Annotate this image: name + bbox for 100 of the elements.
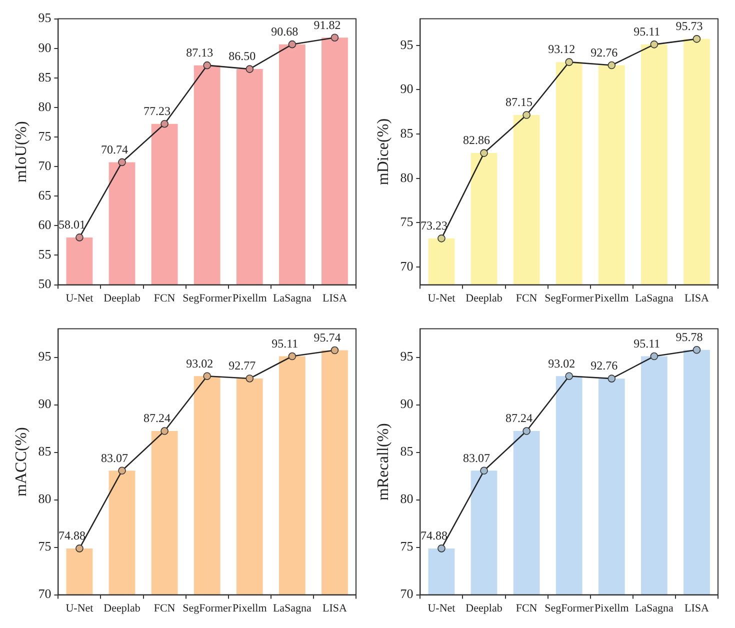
y-tick-label: 95 <box>400 348 414 364</box>
x-tick-label: LISA <box>684 292 709 304</box>
x-tick-label: LaSagna <box>272 292 312 304</box>
x-tick-label: Deeplab <box>466 292 503 304</box>
point <box>608 374 616 382</box>
x-tick-label: Pixellm <box>594 602 630 614</box>
y-tick-label: 70 <box>38 586 52 602</box>
point <box>650 40 658 48</box>
y-tick-label: 80 <box>38 491 52 506</box>
x-tick-label: LISA <box>322 602 347 614</box>
y-tick-label: 95 <box>38 348 52 364</box>
y-tick-label: 55 <box>38 246 52 262</box>
x-tick-label: U-Net <box>66 292 94 304</box>
y-tick-label: 90 <box>400 396 414 412</box>
y-tick-label: 80 <box>400 170 414 185</box>
point <box>608 61 616 70</box>
point <box>288 352 296 360</box>
point <box>480 466 488 475</box>
data-label: 86.50 <box>228 49 256 64</box>
data-label: 95.74 <box>314 330 341 344</box>
point <box>76 234 84 242</box>
point <box>438 234 446 242</box>
point <box>565 372 573 380</box>
y-tick-label: 75 <box>400 538 414 554</box>
data-label: 70.74 <box>101 142 128 156</box>
y-tick-label: 75 <box>38 538 52 554</box>
y-tick-label: 60 <box>38 217 52 232</box>
point <box>76 544 84 552</box>
data-label: 95.11 <box>634 336 660 350</box>
y-tick-label: 80 <box>400 491 414 506</box>
y-tick-label: 95 <box>38 10 52 26</box>
data-label: 95.73 <box>676 19 703 34</box>
x-tick-label: Deeplab <box>104 602 141 614</box>
point <box>203 61 211 70</box>
point <box>288 40 296 48</box>
point <box>160 120 168 128</box>
data-label: 95.11 <box>272 336 298 350</box>
point <box>650 352 658 360</box>
x-tick-label: Pixellm <box>232 292 268 304</box>
x-tick-label: Pixellm <box>232 602 268 614</box>
y-axis-title: mRecall(%) <box>374 423 392 500</box>
x-tick-label: Pixellm <box>594 292 630 304</box>
x-tick-label: FCN <box>516 602 538 614</box>
x-tick-label: U-Net <box>428 292 456 304</box>
y-axis-title: mDice(%) <box>374 118 392 186</box>
data-label: 92.77 <box>228 358 256 373</box>
point <box>203 372 211 380</box>
y-tick-label: 85 <box>400 444 414 459</box>
data-label: 82.86 <box>463 133 490 148</box>
data-label: 90.68 <box>271 24 298 38</box>
point <box>522 111 530 119</box>
y-tick-label: 85 <box>38 444 52 459</box>
point <box>118 158 126 166</box>
data-label: 74.88 <box>58 528 86 543</box>
point <box>522 427 530 435</box>
x-tick-label: SegFormer <box>182 602 232 614</box>
y-tick-label: 50 <box>38 276 52 292</box>
point <box>692 35 701 43</box>
x-tick-label: LaSagna <box>634 292 674 304</box>
data-label: 87.24 <box>144 411 171 426</box>
data-label: 77.23 <box>144 104 171 118</box>
point <box>246 65 254 73</box>
x-tick-label: Deeplab <box>466 602 503 614</box>
data-label: 91.82 <box>314 18 341 32</box>
point <box>438 544 446 552</box>
x-tick-label: FCN <box>154 602 176 614</box>
point <box>330 346 339 354</box>
data-label: 93.02 <box>186 356 214 370</box>
x-tick-label: FCN <box>154 292 176 304</box>
y-tick-label: 75 <box>400 214 414 230</box>
data-label: 58.01 <box>58 218 86 232</box>
y-tick-label: 85 <box>400 125 414 140</box>
data-label: 83.07 <box>463 450 490 465</box>
x-tick-label: SegFormer <box>182 292 232 304</box>
data-label: 95.78 <box>676 330 703 344</box>
y-tick-label: 65 <box>38 188 52 203</box>
x-tick-label: SegFormer <box>544 292 594 304</box>
y-tick-label: 70 <box>38 158 52 173</box>
data-label: 73.23 <box>420 218 448 233</box>
x-tick-label: LISA <box>684 602 709 614</box>
point <box>160 427 168 435</box>
y-tick-label: 70 <box>400 586 414 602</box>
data-label: 93.12 <box>548 42 576 56</box>
x-tick-label: U-Net <box>428 602 456 614</box>
point <box>118 466 126 475</box>
x-tick-label: U-Net <box>66 602 94 614</box>
y-axis-title: mIoU(%) <box>12 121 30 182</box>
data-label: 74.88 <box>420 528 448 543</box>
data-label: 83.07 <box>101 450 128 465</box>
data-label: 87.24 <box>506 411 533 426</box>
x-tick-label: LaSagna <box>272 602 312 614</box>
y-tick-label: 90 <box>38 396 52 412</box>
y-tick-label: 95 <box>400 36 414 52</box>
y-tick-label: 85 <box>38 69 52 84</box>
y-tick-label: 75 <box>38 128 52 144</box>
x-tick-label: Deeplab <box>104 292 141 304</box>
data-label: 92.76 <box>590 45 618 60</box>
x-tick-label: SegFormer <box>544 602 594 614</box>
point <box>246 374 254 382</box>
y-tick-label: 90 <box>38 40 52 55</box>
